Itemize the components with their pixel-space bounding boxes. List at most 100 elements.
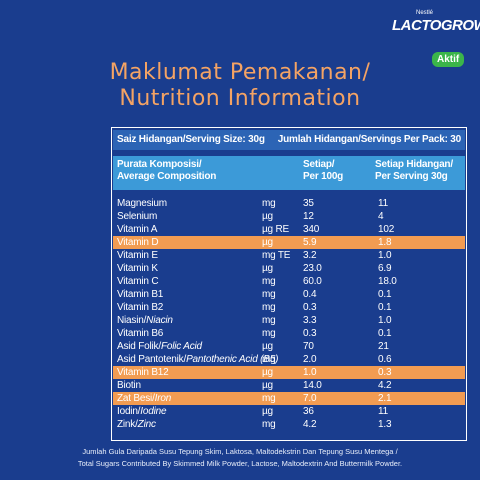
nutrient-per-serving: 102 <box>378 224 395 235</box>
nutrient-name-local: Vitamin B6 <box>117 328 164 339</box>
nutrient-name-local: Biotin <box>117 380 141 391</box>
nutrient-name-local: Vitamin A <box>117 224 158 235</box>
nutrient-unit: mg <box>262 289 276 300</box>
nutrient-per100: 36 <box>303 406 314 417</box>
header-per-serving: Per Serving 30g <box>375 171 448 182</box>
nutrient-name: Vitamin E <box>117 250 158 261</box>
nutrient-per-serving: 4 <box>378 211 384 222</box>
nutrient-row: Vitamin D µg 5.9 1.8 <box>113 236 465 249</box>
header-per100: Per 100g <box>303 171 344 182</box>
nutrient-name-local: Vitamin B1 <box>117 289 164 300</box>
nutrient-name-local: Vitamin D <box>117 237 159 248</box>
nutrient-per100: 70 <box>303 341 314 352</box>
nutrient-row: Vitamin B12 µg 1.0 0.3 <box>113 366 465 379</box>
brand-variant: Aktif <box>432 52 465 67</box>
nutrient-unit: µg <box>262 380 273 391</box>
title: Nutrition Information <box>119 86 361 111</box>
header-per100: Setiap/ <box>303 159 335 170</box>
serving-band: Saiz Hidangan/Serving Size: 30g Jumlah H… <box>113 130 465 150</box>
nutrient-per100: 12 <box>303 211 314 222</box>
nutrient-row: Vitamin B2 mg 0.3 0.1 <box>113 301 465 314</box>
servings-per-pack: Jumlah Hidangan/Servings Per Pack: 30 <box>277 134 461 145</box>
nutrient-row: Zink/Zinc mg 4.2 1.3 <box>113 418 465 431</box>
nutrient-name-english: Zinc <box>137 419 156 430</box>
nutrient-per-serving: 6.9 <box>378 263 392 274</box>
serving-size: Saiz Hidangan/Serving Size: 30g <box>117 134 265 145</box>
nutrient-per100: 340 <box>303 224 320 235</box>
nutrient-per-serving: 1.3 <box>378 419 392 430</box>
nutrient-per-serving: 21 <box>378 341 389 352</box>
nutrient-per100: 0.3 <box>303 302 317 313</box>
nutrient-per-serving: 1.0 <box>378 315 392 326</box>
nutrient-per100: 7.0 <box>303 393 317 404</box>
nutrient-name: Asid Folik/Folic Acid <box>117 341 202 352</box>
nutrient-name-local: Vitamin K <box>117 263 158 274</box>
nutrient-name-english: Iodine <box>140 406 167 417</box>
nutrient-per-serving: 0.6 <box>378 354 392 365</box>
logo: Nestlé LACTOGROW <box>392 10 480 46</box>
nutrient-per100: 0.3 <box>303 328 317 339</box>
nutrient-name-local: Zat Besi/ <box>117 393 155 404</box>
nutrient-row: Vitamin C mg 60.0 18.0 <box>113 275 465 288</box>
nutrient-unit: µg RE <box>262 224 289 235</box>
nutrient-per100: 35 <box>303 198 314 209</box>
header-band: Purata Komposisi/ Average Composition Se… <box>113 156 465 190</box>
nutrient-unit: mg <box>262 276 276 287</box>
nutrient-unit: µg <box>262 237 273 248</box>
nutrient-per-serving: 0.1 <box>378 302 392 313</box>
nutrient-per100: 3.2 <box>303 250 317 261</box>
nutrient-unit: mg <box>262 302 276 313</box>
nutrient-name: Asid Pantotenik/Pantothenic Acid (B5) <box>117 354 278 365</box>
nutrient-per-serving: 1.0 <box>378 250 392 261</box>
nutrient-unit: µg <box>262 406 273 417</box>
nutrient-unit: mg <box>262 419 276 430</box>
nutrient-per100: 14.0 <box>303 380 322 391</box>
nutrient-name-english: Iron <box>154 393 172 404</box>
nutrient-row: Biotin µg 14.0 4.2 <box>113 379 465 392</box>
nutrient-row: Vitamin K µg 23.0 6.9 <box>113 262 465 275</box>
nutrient-name: Magnesium <box>117 198 167 209</box>
nutrient-name-local: Magnesium <box>117 198 167 209</box>
nutrient-unit: µg <box>262 367 273 378</box>
nutrient-name: Vitamin C <box>117 276 159 287</box>
nutrient-per-serving: 0.3 <box>378 367 392 378</box>
nutrient-name-english: Folic Acid <box>160 341 202 352</box>
nutrient-row: Asid Folik/Folic Acid µg 70 21 <box>113 340 465 353</box>
nutrient-row: Iodin/Iodine µg 36 11 <box>113 405 465 418</box>
brand-name: LACTOGROW <box>392 17 480 34</box>
nutrient-row: Vitamin B1 mg 0.4 0.1 <box>113 288 465 301</box>
brand-maker: Nestlé <box>416 10 434 16</box>
nutrient-per-serving: 0.1 <box>378 289 392 300</box>
nutrient-name-local: Selenium <box>117 211 158 222</box>
nutrient-per-serving: 1.8 <box>378 237 392 248</box>
nutrient-per-serving: 11 <box>378 198 388 209</box>
nutrient-name-local: Vitamin C <box>117 276 159 287</box>
nutrient-name-local: Asid Folik/ <box>117 341 161 352</box>
nutrient-name: Selenium <box>117 211 157 222</box>
nutrient-per-serving: 0.1 <box>378 328 392 339</box>
title: Maklumat Pemakanan/ <box>109 60 371 85</box>
nutrient-per100: 2.0 <box>303 354 317 365</box>
nutrient-name: Vitamin D <box>117 237 159 248</box>
nutrient-name: Iodin/Iodine <box>117 406 167 417</box>
nutrient-per-serving: 2.1 <box>378 393 392 404</box>
nutrient-name: Niasin/Niacin <box>117 315 173 326</box>
nutrient-row: Selenium µg 12 4 <box>113 210 465 223</box>
nutrient-per100: 1.0 <box>303 367 317 378</box>
nutrient-name-local: Niasin/ <box>117 315 147 326</box>
header-composition: Average Composition <box>117 171 217 182</box>
nutrient-unit: mg <box>262 354 276 365</box>
nutrient-unit: µg <box>262 341 273 352</box>
nutrient-name: Vitamin B2 <box>117 302 163 313</box>
nutrient-name-local: Vitamin B12 <box>117 367 169 378</box>
nutrient-name-local: Asid Pantotenik/ <box>117 354 187 365</box>
nutrient-name-local: Vitamin E <box>117 250 158 261</box>
nutrient-per-serving: 11 <box>378 406 388 417</box>
nutrient-name-local: Zink/ <box>117 419 138 430</box>
nutrient-name: Vitamin A <box>117 224 157 235</box>
nutrient-per100: 60.0 <box>303 276 322 287</box>
nutrient-name: Zat Besi/Iron <box>117 393 171 404</box>
nutrient-name: Zink/Zinc <box>117 419 156 430</box>
nutrient-row: Niasin/Niacin mg 3.3 1.0 <box>113 314 465 327</box>
